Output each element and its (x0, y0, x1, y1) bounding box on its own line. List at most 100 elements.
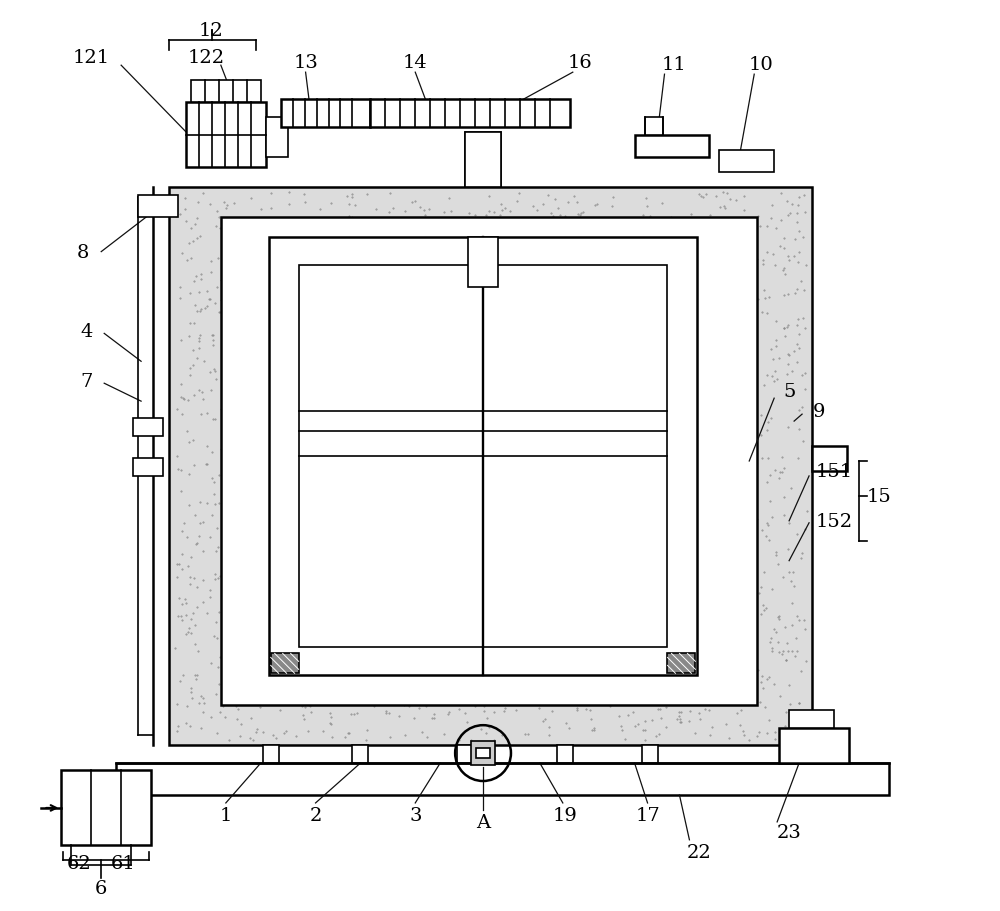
Point (402, 491, 418, 506)
Point (630, 517, 646, 531)
Point (558, 404, 574, 419)
Point (527, 695, 543, 710)
Point (714, 554, 730, 568)
Point (497, 562, 513, 577)
Point (345, 456, 361, 470)
Point (506, 305, 522, 320)
Point (195, 596, 211, 610)
Point (602, 513, 618, 527)
Point (732, 482, 748, 496)
Point (537, 556, 553, 570)
Point (540, 560, 556, 575)
Point (777, 619, 793, 634)
Point (613, 271, 629, 285)
Point (486, 565, 502, 579)
Point (269, 277, 285, 292)
Point (418, 251, 434, 265)
Bar (138, 196, 178, 218)
Point (215, 606, 231, 620)
Point (403, 280, 419, 294)
Point (309, 624, 325, 639)
Point (668, 380, 684, 394)
Point (673, 715, 689, 730)
Point (798, 259, 814, 273)
Point (249, 385, 265, 400)
Point (262, 276, 278, 291)
Point (553, 436, 569, 451)
Point (325, 675, 341, 690)
Point (759, 726, 775, 741)
Point (438, 537, 454, 552)
Bar (352, 745, 368, 763)
Point (330, 504, 346, 518)
Point (484, 352, 500, 366)
Point (572, 300, 588, 314)
Point (363, 664, 379, 679)
Point (467, 700, 483, 714)
Point (238, 434, 254, 448)
Point (625, 551, 641, 566)
Point (759, 423, 775, 437)
Point (352, 327, 368, 342)
Point (349, 635, 365, 650)
Point (697, 702, 713, 717)
Point (789, 644, 805, 659)
Point (375, 262, 391, 277)
Point (210, 571, 226, 586)
Point (681, 714, 697, 729)
Point (519, 654, 535, 669)
Point (257, 410, 273, 425)
Point (730, 331, 746, 345)
Point (589, 359, 605, 374)
Point (466, 652, 482, 667)
Point (490, 343, 506, 357)
Point (371, 368, 387, 383)
Point (410, 363, 426, 378)
Point (671, 511, 687, 526)
Point (330, 389, 346, 404)
Point (552, 209, 568, 223)
Point (573, 635, 589, 650)
Point (561, 721, 577, 735)
Point (648, 267, 664, 281)
Point (662, 663, 678, 678)
Point (478, 726, 494, 741)
Point (494, 371, 510, 385)
Point (199, 607, 215, 621)
Point (372, 379, 388, 394)
Point (582, 703, 598, 718)
Point (641, 500, 657, 515)
Point (367, 241, 383, 256)
Point (721, 605, 737, 619)
Point (207, 363, 223, 378)
Point (508, 562, 524, 577)
Point (535, 249, 551, 263)
Point (635, 722, 651, 737)
Point (573, 578, 589, 593)
Point (182, 362, 198, 376)
Point (459, 432, 475, 446)
Point (333, 343, 349, 357)
Point (173, 391, 189, 405)
Point (237, 229, 253, 243)
Point (445, 589, 461, 603)
Point (262, 559, 278, 574)
Point (210, 539, 226, 554)
Point (639, 689, 655, 703)
Point (240, 517, 256, 532)
Point (270, 658, 286, 672)
Point (311, 281, 327, 296)
Point (262, 675, 278, 690)
Point (294, 699, 310, 713)
Point (314, 438, 330, 453)
Point (417, 586, 433, 600)
Point (292, 222, 308, 237)
Point (776, 321, 792, 335)
Text: 15: 15 (866, 487, 891, 506)
Point (676, 442, 692, 456)
Point (661, 333, 677, 348)
Point (575, 206, 591, 220)
Point (290, 382, 306, 396)
Point (430, 355, 446, 370)
Point (684, 622, 700, 637)
